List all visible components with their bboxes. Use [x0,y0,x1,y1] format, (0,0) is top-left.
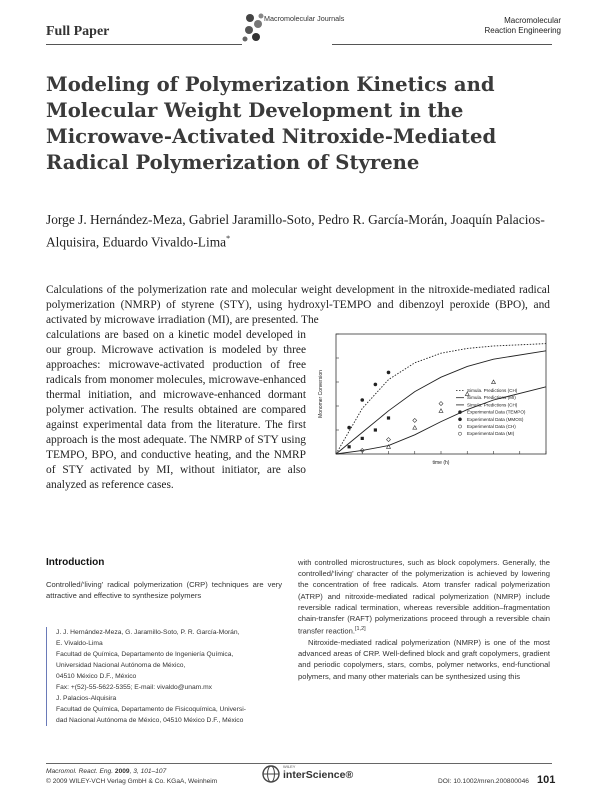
header-rule-right [332,44,552,45]
logo-text: Macromolecular Journals [264,14,345,23]
affil-line: J. Palacios-Alquisira [56,695,117,702]
author-list: Jorge J. Hernández-Meza, Gabriel Jaramil… [46,210,556,251]
legend-label: Simula. Predictions (CH) [467,402,518,407]
data-point [490,379,497,384]
data-point [386,437,391,443]
citation-volume-pages: , 3, 101–107 [129,768,167,775]
data-point [412,417,418,423]
affil-line: Universidad Nacional Autónoma de México, [56,662,186,669]
journal-name: Macromolecular Reaction Engineering [485,16,562,36]
y-axis-label: Monomer Conversion [318,370,324,418]
publisher-prefix: WILEY [283,764,296,769]
legend-label: Experimental Data (CH) [467,424,516,429]
journal-name-line1: Macromolecular [504,16,561,25]
data-point [360,398,365,402]
section-heading-introduction: Introduction [46,557,105,568]
data-point [438,401,444,407]
intro-paragraph-2: Nitroxide-mediated radical polymerizatio… [298,637,550,681]
legend-label: Simula. Predictions (CH) [467,388,518,393]
affil-line: dad Nacional Autónoma de México, 04510 M… [56,717,244,724]
affil-line: 04510 México D.F., México [56,673,137,680]
header-rule-left [46,44,242,45]
affil-line: J. J. Hernández-Meza, G. Jaramillo-Soto,… [56,629,240,636]
affil-line: Facultad de Química, Departamento de Ing… [56,651,234,658]
x-axis-label: time (h) [433,460,450,466]
copyright: © 2009 WILEY-VCH Verlag GmbH & Co. KGaA,… [46,777,218,785]
publisher-name: interScience® [283,769,354,781]
macromolecular-journals-logo: Macromolecular Journals [242,10,344,46]
plot-frame [335,333,547,455]
data-point [438,408,444,413]
legend-label: Experimental Data (MMOS) [467,417,524,422]
section-label: Full Paper [46,24,110,39]
citation-year: 2009 [114,768,130,775]
data-point [412,424,418,430]
graphical-abstract-chart: Simula. Predictions (CH) Simula. Predicti… [314,330,552,472]
page-number: 101 [537,774,556,786]
data-point [464,391,470,396]
data-point [347,425,351,430]
abstract-top: Calculations of the polymerization rate … [46,284,550,326]
data-point [359,447,365,453]
intro-paragraph-1: with controlled microstructures, such as… [298,557,550,637]
affiliation-box: J. J. Hernández-Meza, G. Jaramillo-Soto,… [46,627,282,726]
abstract-left: calculations are based on a kinetic mode… [46,329,306,491]
data-point [385,444,392,449]
molecule-icon [242,13,264,42]
legend-label: Simula. Predictions (MI) [467,395,516,400]
journal-name-line2: Reaction Engineering [484,26,562,35]
affil-line: Fax: +(52)-55-5622-5355; E-mail: vivaldo… [56,684,213,691]
intro-p1-text: with controlled microstructures, such as… [298,558,550,636]
data-point [347,445,351,449]
publisher-logo: WILEY interScience® [262,764,382,784]
series-curve-0 [335,343,547,455]
corresponding-mark: * [226,234,231,243]
series-curve-2 [335,386,547,455]
data-point [373,428,377,432]
journal-abbrev: Macromol. React. Eng. [46,768,114,775]
legend-marker [458,424,462,429]
legend-marker [458,417,462,422]
intro-text-col1: Controlled/‘living’ radical polymerizati… [46,580,282,601]
citation-info: Macromol. React. Eng. 2009, 3, 101–107 ©… [46,767,217,786]
intro-text-col2: with controlled microstructures, such as… [298,557,550,682]
data-point [386,416,391,420]
footer-rule [46,763,552,764]
authors-text: Jorge J. Hernández-Meza, Gabriel Jaramil… [46,212,545,250]
legend-marker [458,410,462,414]
doi[interactable]: DOI: 10.1002/mren.200800046 [438,778,529,785]
series-curve-1 [335,350,547,455]
globe-icon [262,765,280,783]
data-point [386,370,391,375]
citation-ref[interactable]: [1,2] [354,626,366,633]
legend-label: Experimental Data (TEMPO) [467,410,526,415]
conversion-chart: Simula. Predictions (CH) Simula. Predicti… [318,333,547,466]
data-point [373,382,378,387]
data-point [360,436,364,440]
article-title: Modeling of Polymerization Kinetics and … [46,73,497,174]
affil-line: E. Vivaldo-Lima [56,640,103,647]
legend-marker [458,431,462,436]
legend-label: Experimental Data (MI) [467,431,515,436]
affil-line: Facultad de Química, Departamento de Fis… [56,706,246,713]
